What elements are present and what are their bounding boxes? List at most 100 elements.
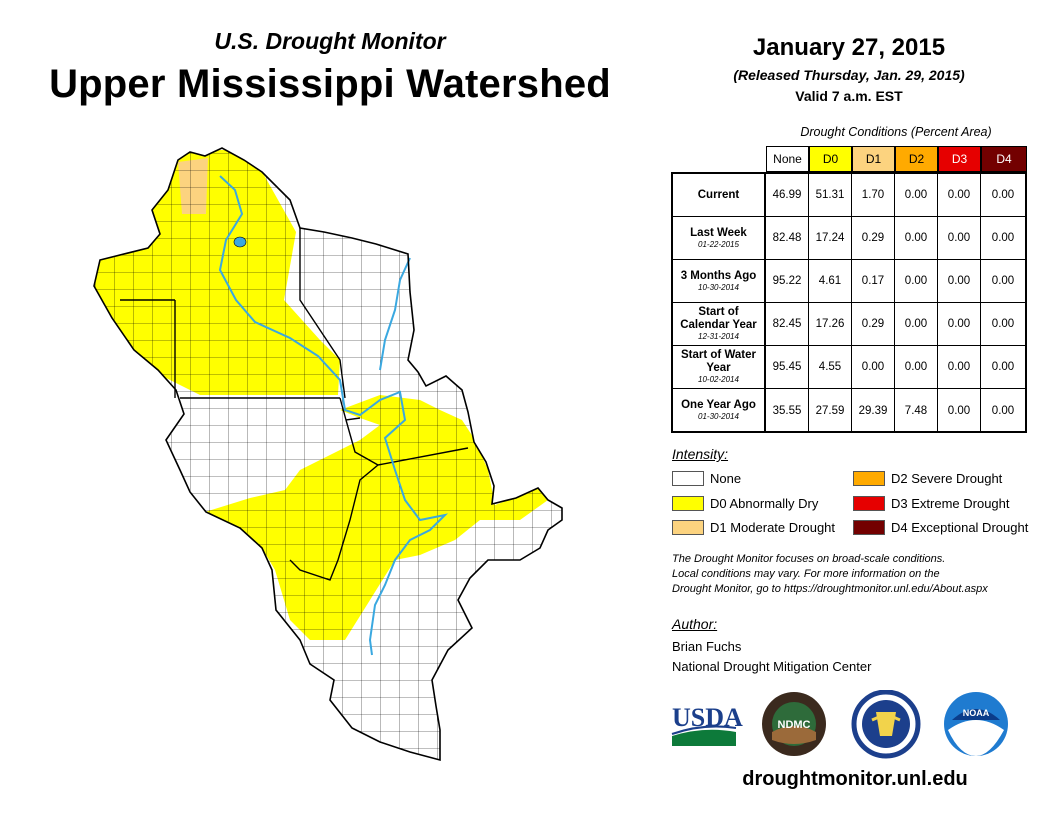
cell-d4: 0.00 — [991, 275, 1015, 287]
cell-d1: 1.70 — [852, 174, 895, 216]
map-subtitle: U.S. Drought Monitor — [214, 28, 446, 54]
legend-swatch — [672, 496, 704, 511]
legend-item: D3 Extreme Drought — [853, 496, 1010, 511]
legend-label: D4 Exceptional Drought — [891, 520, 1029, 535]
row-date: 01-22-2015 — [698, 239, 739, 249]
release-date: (Released Thursday, Jan. 29, 2015) — [733, 67, 965, 83]
cell-none: 95.45 — [766, 346, 809, 388]
row-label-text: One Year Ago — [681, 399, 756, 411]
row-label-text: Current — [697, 188, 740, 201]
author-heading: Author: — [672, 616, 718, 632]
cell-none: 46.99 — [766, 174, 809, 216]
table-row: Last Week 01-22-2015 82.48 17.24 0.29 0.00 0.0… — [673, 217, 1025, 260]
table-row: Start of Calendar Year 12-31-2014 82.45 17.… — [673, 303, 1025, 346]
legend-item: D4 Exceptional Drought — [853, 520, 1028, 535]
cell-d1: 0.29 — [852, 303, 895, 345]
legend-label: D1 Moderate Drought — [710, 520, 836, 535]
cell-d2: 0.00 — [895, 303, 938, 345]
cell-none: 95.22 — [766, 260, 809, 302]
cell-d2: 7.48 — [895, 389, 938, 432]
legend-swatch — [853, 496, 885, 511]
valid-time: Valid 7 a.m. EST — [795, 88, 903, 104]
legend-swatch — [853, 471, 885, 486]
county-lines — [94, 148, 562, 760]
table-caption: Drought Conditions (Percent Area) — [800, 125, 992, 139]
cell-d3: 0.00 — [938, 217, 981, 259]
legend-item: D2 Severe Drought — [853, 471, 1002, 486]
legend-label: None — [710, 471, 742, 486]
row-label: Start of Water Year 10-02-2014 — [673, 346, 766, 388]
cell-d0: 4.61 — [809, 260, 852, 302]
table-row: Current 46.99 51.31 1.70 0.00 0.00 0.00 — [673, 174, 1025, 217]
cell-d1: 29.39 — [852, 389, 895, 432]
table-row: One Year Ago 01-30-2014 35.55 27.59 29.39 7.4… — [673, 389, 1025, 432]
cell-d3: 0.00 — [938, 260, 981, 302]
cell-d2: 0.00 — [895, 217, 938, 259]
legend-item: D0 Abnormally Dry — [672, 496, 818, 511]
note-line-2: Local conditions may vary. For more info… — [672, 568, 940, 580]
legend-item: None — [672, 471, 741, 486]
conditions-table: Current 46.99 51.31 1.70 0.00 0.00 0.00 Last We… — [671, 172, 1027, 433]
doc-seal — [851, 690, 921, 759]
row-date: 12-31-2014 — [698, 332, 739, 341]
cell-d3: 0.00 — [938, 174, 981, 216]
table-row: Start of Water Year 10-02-2014 95.45 4.55 0.… — [673, 346, 1025, 389]
legend-swatch — [672, 471, 704, 486]
legend-label: D3 Extreme Drought — [891, 496, 1010, 511]
legend-title: Intensity: — [672, 446, 729, 462]
legend-swatch — [853, 520, 885, 535]
cell-d4: 0.00 — [991, 318, 1015, 330]
row-label: Start of Calendar Year 12-31-2014 — [673, 303, 766, 345]
column-header-d4: D4 — [981, 146, 1027, 172]
row-label-text: Start of Calendar Year — [680, 306, 757, 331]
logos-row: USDA NDMC NOAA — [671, 690, 1008, 759]
state-boundaries — [120, 228, 469, 581]
row-label: Current — [673, 174, 766, 216]
cell-d2: 0.00 — [895, 174, 938, 216]
cell-d3: 0.00 — [938, 346, 981, 388]
ndmc-logo: NDMC — [762, 692, 826, 756]
cell-d0: 51.31 — [809, 174, 852, 216]
row-label: 3 Months Ago 10-30-2014 — [673, 260, 766, 302]
note-line-3: Drought Monitor, go to https://droughtmo… — [672, 583, 988, 595]
noaa-logo: NOAA — [944, 692, 1008, 756]
row-label-text: Last Week — [690, 226, 747, 239]
cell-d3: 0.00 — [938, 389, 981, 432]
cell-d2: 0.00 — [895, 346, 938, 388]
row-label: One Year Ago 01-30-2014 — [673, 389, 766, 432]
row-label: Last Week 01-22-2015 — [673, 217, 766, 259]
cell-d3: 0.00 — [938, 303, 981, 345]
ndmc-logo-text: NDMC — [778, 719, 811, 731]
cell-d0: 17.26 — [809, 303, 852, 345]
column-header-d3: D3 — [938, 146, 981, 172]
row-label-text: Start of Water Year — [681, 349, 756, 374]
column-header-d2: D2 — [895, 146, 938, 172]
column-header-d0: D0 — [809, 146, 852, 172]
legend-label: D0 Abnormally Dry — [710, 496, 819, 511]
legend-label: D2 Severe Drought — [891, 471, 1003, 486]
legend-swatch — [672, 520, 704, 535]
cell-d0: 17.24 — [809, 217, 852, 259]
cell-d2: 0.00 — [895, 260, 938, 302]
cell-none: 82.45 — [766, 303, 809, 345]
info-note: The Drought Monitor focuses on broad-sca… — [672, 552, 1042, 597]
author-org: National Drought Mitigation Center — [672, 659, 872, 674]
row-label-text: 3 Months Ago — [680, 269, 757, 282]
cell-d4: 0.00 — [991, 361, 1015, 373]
cell-none: 35.55 — [766, 389, 809, 432]
author-name: Brian Fuchs — [672, 639, 742, 654]
note-line-1: The Drought Monitor focuses on broad-sca… — [672, 553, 946, 565]
cell-d4: 0.00 — [991, 189, 1015, 201]
author-block: Brian Fuchs National Drought Mitigation … — [672, 637, 871, 677]
cell-d1: 0.00 — [852, 346, 895, 388]
noaa-logo-text: NOAA — [963, 708, 990, 718]
cell-d4: 0.00 — [991, 404, 1015, 417]
lake — [233, 236, 247, 248]
map-title: Upper Mississippi Watershed — [49, 62, 611, 106]
row-date: 10-30-2014 — [698, 282, 739, 292]
cell-none: 82.48 — [766, 217, 809, 259]
website-link[interactable]: droughtmonitor.unl.edu — [742, 768, 968, 790]
row-date: 01-30-2014 — [698, 412, 739, 421]
wisconsin-river — [379, 257, 411, 371]
column-header-none: None — [766, 146, 809, 172]
